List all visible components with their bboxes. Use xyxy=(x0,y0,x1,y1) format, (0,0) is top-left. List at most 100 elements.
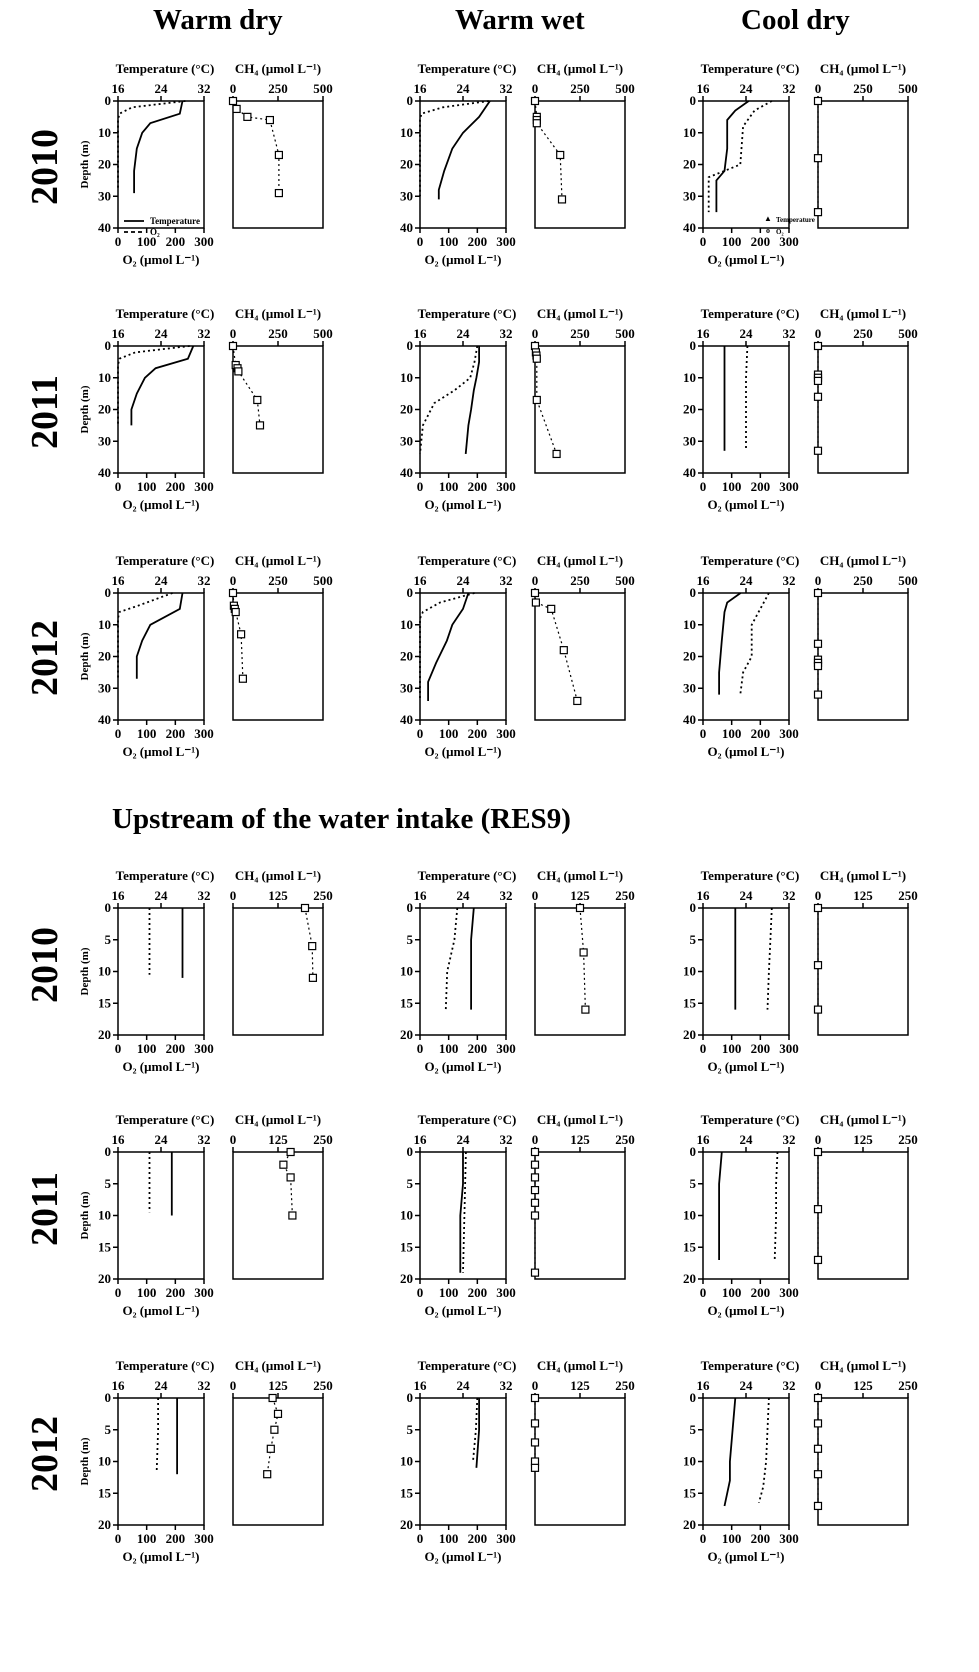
panel-12-depth-label: Depth (m) xyxy=(79,1191,91,1239)
panel-16-temp-tick-label: 24 xyxy=(457,1378,471,1393)
panel-4-o2-tick-label: 0 xyxy=(417,479,424,494)
panel-16-depth-tick-label: 20 xyxy=(400,1517,413,1532)
panel-17-temperature-line xyxy=(723,1397,737,1507)
panel-14-ch4-tick-label: 125 xyxy=(853,1132,873,1147)
panel-9-o2-tick-label: 300 xyxy=(194,1041,214,1056)
panel-0-temperature-label: Temperature (°C) xyxy=(116,61,215,76)
panel-0-o2-tick-label: 100 xyxy=(137,234,157,249)
panel-6-temp-tick-label: 16 xyxy=(112,573,126,588)
panel-1-depth-tick-label: 20 xyxy=(400,157,413,172)
panel-1-temp-tick-label: 32 xyxy=(500,81,513,96)
panel-13-ch4-point xyxy=(530,1147,540,1157)
panel-0-depth-label: Depth (m) xyxy=(79,140,91,188)
panel-6-temperature-label: Temperature (°C) xyxy=(116,553,215,568)
panel-9-temp-tick-label: 16 xyxy=(112,888,126,903)
panel-17-temp-tick-label: 24 xyxy=(740,1378,754,1393)
panel-7-ch4-point xyxy=(547,604,556,613)
panel-16-depth-tick-label: 5 xyxy=(407,1422,414,1437)
panel-14-temp-tick-label: 24 xyxy=(740,1132,754,1147)
panel-17-right-frame xyxy=(817,1397,909,1526)
panel-16-o2-tick-label: 300 xyxy=(496,1531,516,1546)
panel-5-depth-tick-label: 30 xyxy=(683,433,696,448)
panel-10-o2-tick-label: 0 xyxy=(417,1041,424,1056)
panel-17-depth-tick-label: 10 xyxy=(683,1454,696,1469)
panel-17-depth-tick-label: 5 xyxy=(690,1422,697,1437)
panel-9-right-frame xyxy=(232,907,324,1036)
panel-7-temperature-line xyxy=(427,592,470,701)
panel-15-ch4-point xyxy=(268,1393,277,1403)
panel-8-left-frame xyxy=(702,592,790,721)
panel-3-o2-tick-label: 300 xyxy=(194,479,214,494)
panel-10-ch4-tick-label: 250 xyxy=(615,888,635,903)
panel-4-ch4-point xyxy=(532,354,541,363)
panel-15-depth-tick-label: 20 xyxy=(98,1517,111,1532)
panel-6-right-frame xyxy=(232,592,324,721)
panel-1-o2-line xyxy=(419,100,489,197)
panel-17-ch4-point xyxy=(813,1444,823,1453)
panel-2-temperature-label: Temperature (°C) xyxy=(701,61,800,76)
panel-7-temp-tick-label: 32 xyxy=(500,573,513,588)
panel-13-ch4-tick-label: 125 xyxy=(570,1132,590,1147)
panel-8-depth-tick-label: 40 xyxy=(683,712,696,727)
panel-10-temp-tick-label: 32 xyxy=(500,888,513,903)
panel-13-depth-tick-label: 10 xyxy=(400,1208,413,1223)
panel-1-depth-tick-label: 0 xyxy=(407,93,414,108)
panel-3-ch4-tick-label: 500 xyxy=(313,326,333,341)
panel-8-o2-line xyxy=(739,592,770,695)
panel-12-ch4-point xyxy=(286,1147,295,1157)
panel-6-o2-tick-label: 100 xyxy=(137,726,157,741)
panel-16-o2-tick-label: 0 xyxy=(417,1531,424,1546)
panel-16-depth-tick-label: 15 xyxy=(400,1485,414,1500)
panel-1-depth-tick-label: 40 xyxy=(400,220,413,235)
panel-16-temperature-label: Temperature (°C) xyxy=(418,1358,517,1373)
panel-16-depth-tick-label: 0 xyxy=(407,1390,414,1405)
panel-0-temp-tick-label: 24 xyxy=(155,81,169,96)
panel-2-temperature-line xyxy=(715,100,750,213)
panel-1-o2-tick-label: 300 xyxy=(496,234,516,249)
panel-15-ch4-point xyxy=(270,1425,279,1434)
panel-11-ch4-tick-label: 250 xyxy=(898,888,918,903)
panel-9-ch4-point xyxy=(308,973,318,982)
panel-3-o2-tick-label: 100 xyxy=(137,479,157,494)
panel-8-ch4-point xyxy=(813,588,823,598)
panel-16-ch4-tick-label: 250 xyxy=(615,1378,635,1393)
panel-3-ch4-point xyxy=(255,421,265,430)
panel-14-ch4-point xyxy=(813,1147,823,1157)
panel-10-depth-tick-label: 10 xyxy=(400,964,413,979)
panel-1-ch4-tick-label: 500 xyxy=(615,81,635,96)
panel-13-ch4-point xyxy=(530,1160,540,1169)
panel-11-temperature-label: Temperature (°C) xyxy=(701,868,800,883)
panel-12-o2-tick-label: 200 xyxy=(166,1285,186,1300)
panel-6-ch4-label: CH₄ (μmol L⁻¹) xyxy=(235,553,321,568)
panel-14-depth-tick-label: 0 xyxy=(690,1144,697,1159)
panel-4-o2-tick-label: 300 xyxy=(496,479,516,494)
panel-3-ch4-label: CH₄ (μmol L⁻¹) xyxy=(235,306,321,321)
panel-0-depth-tick-label: 40 xyxy=(98,220,111,235)
panel-17-o2-tick-label: 200 xyxy=(751,1531,771,1546)
panel-16-o2-tick-label: 200 xyxy=(468,1531,488,1546)
panel-5-ch4-tick-label: 250 xyxy=(853,326,873,341)
panel-15-o2-tick-label: 300 xyxy=(194,1531,214,1546)
panel-8-depth-tick-label: 0 xyxy=(690,585,697,600)
panel-8-temp-tick-label: 32 xyxy=(783,573,796,588)
panel-15-ch4-line xyxy=(266,1397,279,1475)
panel-16-o2-tick-label: 100 xyxy=(439,1531,459,1546)
panel-11-temp-tick-label: 16 xyxy=(697,888,711,903)
panel-11-depth-tick-label: 15 xyxy=(683,995,697,1010)
panel-8-o2-tick-label: 300 xyxy=(779,726,799,741)
panel-7-ch4-tick-label: 0 xyxy=(532,573,539,588)
panel-9-o2-label: O₂ (μmol L⁻¹) xyxy=(123,1059,200,1074)
panel-7-ch4-tick-label: 250 xyxy=(570,573,590,588)
panel-13-o2-tick-label: 0 xyxy=(417,1285,424,1300)
panel-2-depth-tick-label: 30 xyxy=(683,188,696,203)
panel-7-ch4-label: CH₄ (μmol L⁻¹) xyxy=(537,553,623,568)
panel-6-ch4-tick-label: 0 xyxy=(230,573,237,588)
panel-4-temp-tick-label: 24 xyxy=(457,326,471,341)
panel-14-temp-tick-label: 16 xyxy=(697,1132,711,1147)
panel-10-temperature-label: Temperature (°C) xyxy=(418,868,517,883)
panel-11-ch4-point xyxy=(813,961,823,970)
panel-3-temperature-label: Temperature (°C) xyxy=(116,306,215,321)
panel-11-o2-line xyxy=(766,907,773,1010)
panel-5-ch4-point xyxy=(813,376,823,386)
panel-2-ch4-label: CH₄ (μmol L⁻¹) xyxy=(820,61,906,76)
